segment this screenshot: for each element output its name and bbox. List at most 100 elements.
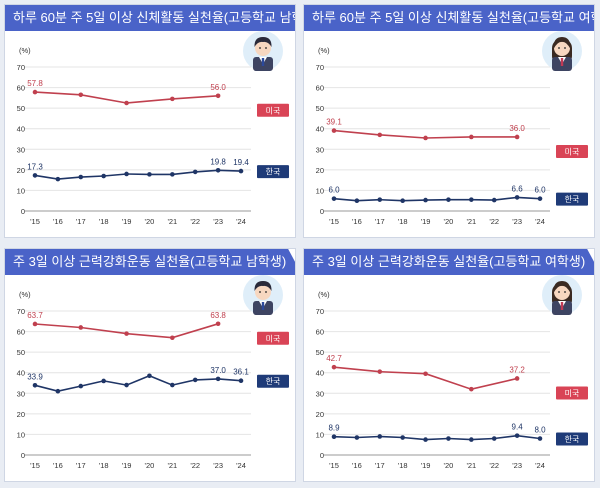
x-tick-label: '20 — [145, 461, 155, 470]
data-label: 17.3 — [27, 162, 43, 171]
x-tick-label: '21 — [466, 461, 476, 470]
x-tick-label: '18 — [398, 217, 408, 226]
boy-student-icon — [243, 275, 283, 315]
data-point — [101, 378, 106, 384]
series-line-kr — [34, 169, 242, 180]
x-tick-label: '18 — [99, 461, 109, 470]
series-line-us — [333, 366, 518, 391]
y-tick-label: 40 — [17, 369, 25, 378]
x-tick-label: '22 — [190, 217, 200, 226]
y-tick-label: 20 — [17, 166, 25, 175]
x-tick-label: '23 — [512, 217, 522, 226]
svg-text:미국: 미국 — [565, 389, 580, 398]
y-tick-label: 30 — [17, 389, 25, 398]
data-point — [469, 197, 474, 202]
data-label: 42.7 — [326, 354, 342, 363]
data-label: 6.6 — [512, 184, 524, 193]
x-tick-label: '16 — [53, 217, 63, 226]
y-tick-label: 20 — [316, 410, 324, 419]
girl-student-icon — [542, 31, 582, 71]
x-tick-label: '22 — [489, 217, 499, 226]
svg-text:미국: 미국 — [266, 106, 281, 115]
y-tick-label: 0 — [21, 207, 25, 216]
panel-title: 하루 60분 주 5일 이상 신체활동 실천율(고등학교 여학생) — [304, 5, 595, 31]
series-line-kr — [333, 434, 541, 441]
panel-title: 주 3일 이상 근력강화운동 실천율(고등학교 남학생) — [5, 249, 296, 275]
chart-panel-boys-strength: 주 3일 이상 근력강화운동 실천율(고등학교 남학생) (%) 0 10 20 30 4… — [4, 248, 296, 482]
data-point — [170, 382, 175, 388]
data-point — [32, 89, 38, 95]
x-tick-label: '18 — [398, 461, 408, 470]
data-label: 39.1 — [326, 118, 342, 127]
y-tick-label: 30 — [316, 389, 324, 398]
data-point — [514, 134, 520, 140]
data-point — [423, 197, 428, 203]
data-label: 57.8 — [27, 79, 43, 88]
data-point — [377, 197, 383, 202]
data-label: 6.0 — [328, 186, 340, 195]
data-point — [78, 325, 84, 330]
y-tick-label: 70 — [17, 307, 25, 316]
x-tick-label: '17 — [375, 461, 385, 470]
data-point — [170, 96, 175, 102]
x-tick-label: '16 — [53, 461, 63, 470]
legend-badge-kr: 한국 — [556, 432, 588, 446]
y-tick-label: 70 — [17, 63, 25, 72]
x-tick-label: '20 — [444, 461, 454, 470]
data-point — [491, 197, 497, 203]
legend-badge-kr: 한국 — [556, 192, 588, 206]
legend-badge-kr: 한국 — [257, 165, 289, 179]
x-tick-label: '20 — [145, 217, 155, 226]
data-point — [215, 93, 221, 99]
data-label: 36.0 — [509, 124, 525, 133]
chart-panel-girls-strength: 주 3일 이상 근력강화운동 실천율(고등학교 여학생) (%) 0 10 20 30 4… — [303, 248, 595, 482]
data-point — [537, 196, 543, 201]
y-tick-label: 20 — [17, 410, 25, 419]
y-tick-label: 30 — [316, 145, 324, 154]
chart-panel-girls-activity: 하루 60분 주 5일 이상 신체활동 실천율(고등학교 여학생) (%) 0 10… — [303, 4, 595, 238]
y-tick-label: 40 — [17, 125, 25, 134]
legend-badge-us: 미국 — [556, 386, 588, 400]
data-point — [238, 378, 244, 384]
data-point — [423, 437, 428, 442]
line-chart: (%) 0 10 20 30 40 50 60 70 '15 '16 '17 '18 '19 '20 '21 '… — [316, 31, 588, 226]
data-label: 33.9 — [27, 372, 43, 381]
data-label: 8.0 — [534, 426, 546, 435]
svg-text:한국: 한국 — [565, 195, 580, 204]
y-tick-label: 10 — [17, 430, 25, 439]
panel-title: 주 3일 이상 근력강화운동 실천율(고등학교 여학생) — [304, 249, 595, 275]
data-point — [32, 321, 38, 327]
data-point — [215, 321, 221, 327]
girl-student-icon — [542, 275, 582, 315]
x-tick-label: '20 — [444, 217, 454, 226]
y-tick-label: 70 — [316, 307, 324, 316]
x-tick-label: '21 — [167, 217, 177, 226]
data-point — [514, 433, 520, 438]
data-label: 19.4 — [233, 158, 249, 167]
data-label: 37.0 — [210, 366, 226, 375]
data-point — [78, 174, 84, 180]
y-tick-label: 20 — [316, 166, 324, 175]
data-point — [446, 436, 451, 441]
x-tick-label: '23 — [213, 461, 223, 470]
data-point — [124, 382, 129, 388]
y-tick-label: 50 — [17, 348, 25, 357]
data-point — [491, 436, 497, 441]
x-tick-label: '23 — [512, 461, 522, 470]
data-label: 63.8 — [210, 311, 226, 320]
y-tick-label: 50 — [316, 104, 324, 113]
data-point — [170, 172, 175, 177]
data-point — [124, 331, 129, 336]
y-tick-label: 60 — [17, 328, 25, 337]
svg-text:한국: 한국 — [565, 435, 580, 444]
line-chart: (%) 0 10 20 30 40 50 60 70 '15 '16 '17 '18 '19 '20 '21 '… — [17, 275, 289, 470]
y-axis-unit: (%) — [318, 46, 330, 55]
y-tick-label: 40 — [316, 125, 324, 134]
data-point — [331, 434, 337, 439]
legend-badge-us: 미국 — [257, 331, 289, 345]
svg-text:미국: 미국 — [266, 334, 281, 343]
data-label: 9.4 — [512, 423, 524, 432]
data-point — [170, 335, 175, 341]
x-tick-label: '17 — [76, 217, 86, 226]
data-point — [514, 195, 520, 200]
